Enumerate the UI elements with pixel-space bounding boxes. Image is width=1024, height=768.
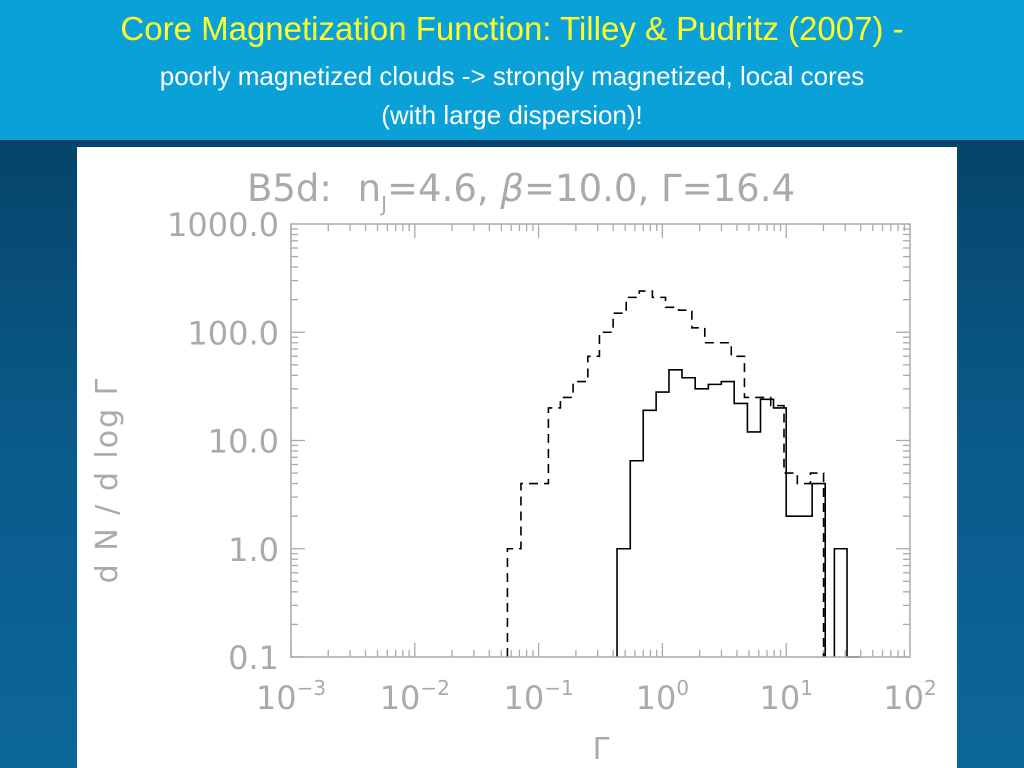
histogram-series [506,290,860,658]
chart-title-sep-1: , [477,167,501,210]
x-tick-label: 10−3 [256,676,326,717]
slide-title: Core Magnetization Function: Tilley & Pu… [120,10,904,47]
chart-panel: B5d: nJ=4.6, β=10.0, Γ=16.4 d N / d log … [77,147,957,768]
slide-subtitle-line-2: (with large dispersion)! [381,100,643,130]
y-tick-label: 1.0 [228,531,279,569]
x-tick-label-base: 10 [883,679,924,717]
chart-title-beta-value: 10.0 [555,167,637,210]
x-tick-label-exponent: 2 [924,676,937,700]
chart-title-gamma-value: 16.4 [713,167,795,210]
solid-histogram [616,368,827,657]
x-tick-label: 101 [759,676,812,717]
chart-title-gamma-symbol: Γ [661,167,682,210]
chart-title-beta-symbol: β [499,167,524,210]
chart-title-sep-2: , [637,167,661,210]
x-tick-label-exponent: −2 [420,676,449,700]
chart-title-gamma-eq: = [682,167,713,210]
x-axis-label: Γ [593,732,610,767]
x-tick-label-exponent: 1 [800,676,813,700]
y-tick-label: 100.0 [187,314,279,352]
axis-ticks [290,224,910,658]
x-tick-label-exponent: −3 [297,676,326,700]
x-tick-label: 100 [636,676,689,717]
histogram-chart: B5d: nJ=4.6, β=10.0, Γ=16.4 d N / d log … [90,167,937,767]
y-tick-label: 0.1 [228,639,279,677]
x-tick-label-base: 10 [256,679,297,717]
x-tick-label: 10−2 [380,676,450,717]
dashed-histogram [506,290,825,657]
y-tick-label: 10.0 [208,423,279,461]
chart-title-nj-subscript: J [379,192,387,216]
x-tick-label-exponent: 0 [676,676,689,700]
y-tick-labels: 0.1 1.0 10.0 100.0 1000.0 [167,206,279,677]
x-tick-label: 102 [883,676,936,717]
x-tick-labels: 10−3 10−2 10−1 100 101 102 [256,676,937,717]
chart-title-nj-value: 4.6 [418,167,477,210]
x-tick-label-base: 10 [503,679,544,717]
y-axis-label: d N / d log Γ [90,377,125,584]
x-tick-label-exponent: −1 [544,676,573,700]
chart-title-nj-eq: = [387,167,418,210]
x-tick-label-base: 10 [636,679,677,717]
x-tick-label: 10−1 [503,676,573,717]
solid-histogram [833,547,860,658]
slide-header: Core Magnetization Function: Tilley & Pu… [0,0,1024,140]
slide-subtitle-line-1: poorly magnetized clouds -> strongly mag… [159,61,865,91]
chart-title-nj-symbol: n [358,167,381,210]
plot-frame [290,223,911,658]
x-tick-label-base: 10 [380,679,421,717]
chart-title: B5d: nJ=4.6, β=10.0, Γ=16.4 [247,167,795,216]
y-tick-label: 1000.0 [167,206,279,244]
x-tick-label-base: 10 [759,679,800,717]
chart-title-model: B5d: [247,167,332,210]
chart-title-beta-eq: = [524,167,555,210]
